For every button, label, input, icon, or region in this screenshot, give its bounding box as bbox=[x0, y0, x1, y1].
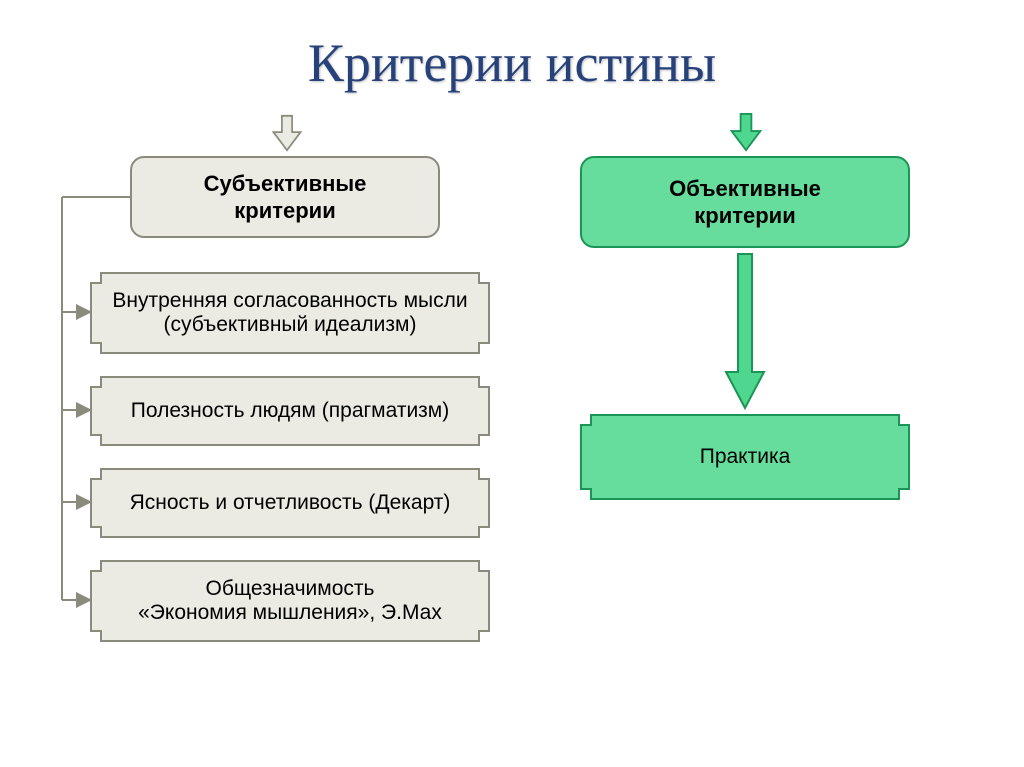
objective-item-0-label: Практика bbox=[686, 441, 805, 473]
objective-item-0: Практика bbox=[580, 414, 910, 500]
subjective-item-3-label: Общезначимость«Экономия мышления», Э.Мах bbox=[124, 573, 456, 629]
subjective-item-1-label: Полезность людям (прагматизм) bbox=[117, 395, 463, 427]
subjective-criteria-label: Субъективныекритерии bbox=[194, 166, 377, 229]
subjective-item-0-label: Внутренняя согласованность мысли (субъек… bbox=[92, 285, 488, 341]
subjective-item-2-label: Ясность и отчетливость (Декарт) bbox=[116, 487, 465, 519]
objective-criteria-head: Объективныекритерии bbox=[580, 156, 910, 248]
subjective-item-3: Общезначимость«Экономия мышления», Э.Мах bbox=[90, 560, 490, 642]
subjective-criteria-head: Субъективныекритерии bbox=[130, 156, 440, 238]
subjective-item-0: Внутренняя согласованность мысли (субъек… bbox=[90, 272, 490, 354]
objective-criteria-label: Объективныекритерии bbox=[659, 171, 831, 234]
subjective-item-2: Ясность и отчетливость (Декарт) bbox=[90, 468, 490, 538]
subjective-item-1: Полезность людям (прагматизм) bbox=[90, 376, 490, 446]
